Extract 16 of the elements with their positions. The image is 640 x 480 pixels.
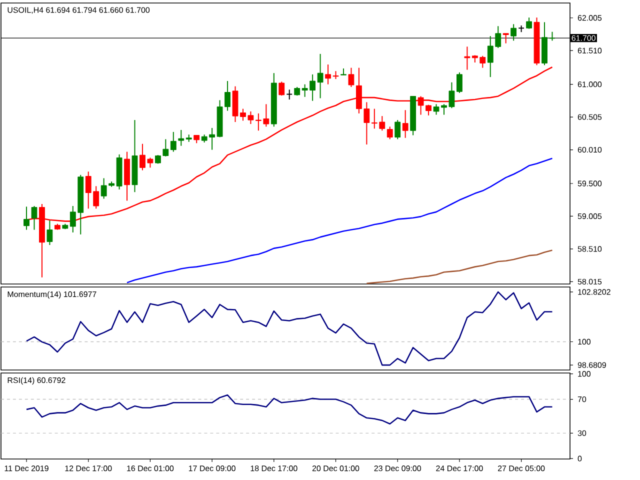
candlestick <box>24 206 30 230</box>
candlestick <box>31 205 38 230</box>
candlestick <box>402 110 408 138</box>
candlestick <box>510 24 517 42</box>
candlestick <box>178 129 184 146</box>
candlestick <box>278 81 285 96</box>
candlestick <box>464 46 470 70</box>
candlestick <box>394 120 401 140</box>
candlestick <box>502 32 509 44</box>
candlestick <box>286 89 293 100</box>
candlestick <box>526 17 532 30</box>
candlestick <box>348 67 354 88</box>
candlestick <box>317 53 324 99</box>
candlestick <box>386 126 393 140</box>
candlestick <box>170 131 176 152</box>
candlestick <box>46 220 53 246</box>
